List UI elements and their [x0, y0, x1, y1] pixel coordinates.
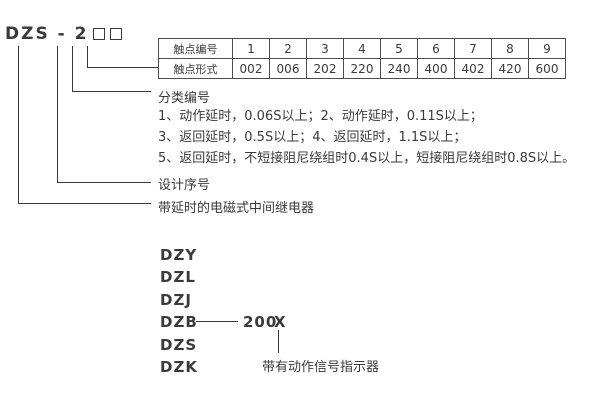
contact-table: 触点编号 1 2 3 4 5 6 7 8 9 触点形式 002 006 202 … — [158, 38, 566, 79]
connector-line — [72, 46, 73, 91]
table-cell: 8 — [491, 38, 529, 59]
row-header-contact-number: 触点编号 — [158, 38, 233, 59]
label-signal-indicator: 带有动作信号指示器 — [262, 360, 380, 375]
connector-line — [72, 91, 151, 92]
connector-line — [87, 67, 158, 68]
label-design-serial: 设计序号 — [158, 178, 211, 193]
table-cell: 9 — [528, 38, 566, 59]
table-cell: 6 — [417, 38, 455, 59]
dzb-suffix-x: X — [274, 313, 287, 331]
table-cell: 2 — [269, 38, 307, 59]
model-code-text: DZS - 2 — [5, 24, 89, 44]
table-cell: 7 — [454, 38, 492, 59]
classification-notes: 1、动作延时，0.06S以上；2、动作延时，0.11S以上； 3、返回延时，0.… — [158, 106, 575, 169]
label-relay-description: 带延时的电磁式中间继电器 — [158, 201, 315, 216]
table-cell: 002 — [232, 58, 270, 79]
table-cell: 402 — [454, 58, 492, 79]
model-list-item-dzs: DZS — [160, 336, 198, 354]
table-cell: 600 — [528, 58, 566, 79]
model-list-item-dzj: DZJ — [160, 291, 192, 309]
dzb-number: 200 — [243, 313, 278, 331]
connector-line — [57, 182, 151, 183]
connector-line — [18, 203, 151, 204]
placeholder-box-icon — [93, 28, 106, 40]
model-list-item-dzy: DZY — [160, 246, 198, 264]
connector-line — [278, 330, 279, 353]
label-classification-number: 分类编号 — [158, 91, 211, 106]
placeholder-box-icon — [110, 28, 123, 40]
connector-line — [18, 46, 19, 203]
connector-line — [87, 46, 88, 67]
model-list-item-dzb: DZB — [160, 313, 198, 331]
table-cell: 202 — [306, 58, 344, 79]
table-cell: 1 — [232, 38, 270, 59]
table-cell: 5 — [380, 38, 418, 59]
model-list-item-dzl: DZL — [160, 268, 196, 286]
table-cell: 4 — [343, 38, 381, 59]
note-line: 3、返回延时，0.5S以上；4、返回延时，1.1S以上； — [158, 130, 467, 145]
model-code: DZS - 2 — [5, 24, 123, 44]
table-cell: 3 — [306, 38, 344, 59]
connector-line — [57, 46, 58, 182]
table-cell: 220 — [343, 58, 381, 79]
table-cell: 006 — [269, 58, 307, 79]
note-line: 1、动作延时，0.06S以上；2、动作延时，0.11S以上； — [158, 109, 483, 124]
table-cell: 240 — [380, 58, 418, 79]
table-row: 触点编号 1 2 3 4 5 6 7 8 9 — [158, 38, 566, 59]
table-cell: 400 — [417, 58, 455, 79]
row-header-contact-form: 触点形式 — [158, 58, 233, 79]
model-list-item-dzk: DZK — [160, 358, 198, 376]
table-cell: 420 — [491, 58, 529, 79]
table-row: 触点形式 002 006 202 220 240 400 402 420 600 — [158, 58, 566, 79]
note-line: 5、返回延时，不短接阻尼绕组时0.4S以上，短接阻尼绕组时0.8S以上。 — [158, 151, 576, 166]
connector-line — [196, 321, 238, 322]
